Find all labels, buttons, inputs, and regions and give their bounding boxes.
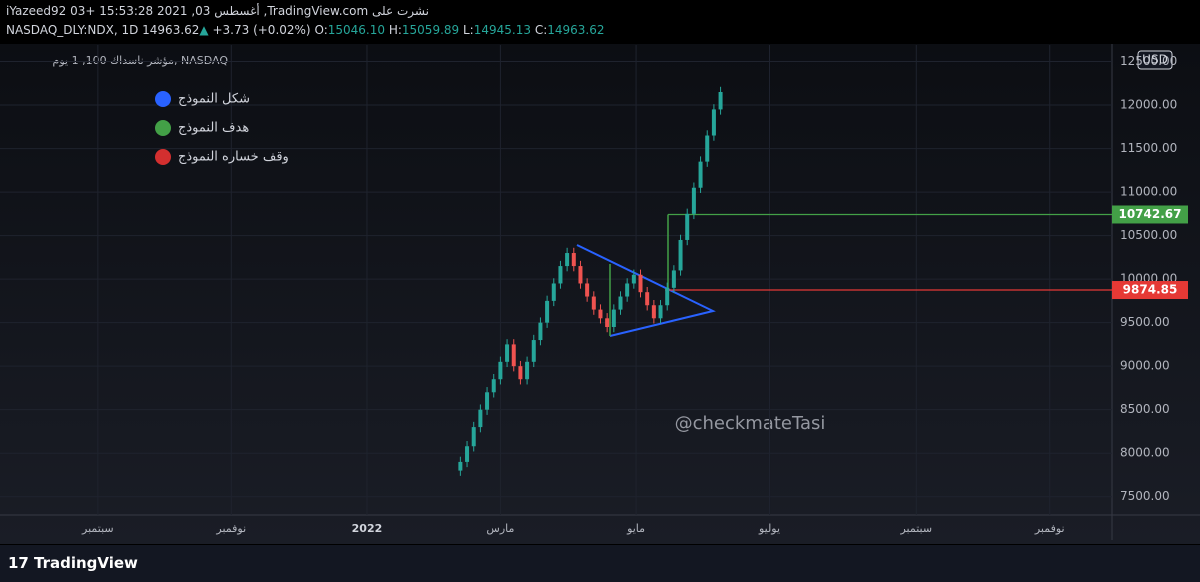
x-tick-label: 2022: [352, 522, 383, 535]
chart-title: مؤشر ناسداك 100, 1 يوم, NASDAQ: [53, 54, 229, 67]
close: 14963.62: [547, 23, 605, 37]
level-badge: [1112, 205, 1188, 224]
candle-body: [618, 296, 623, 310]
publish-line: iYazeed92 03+ 15:53:28 2021 ,03 أغسطس ,T…: [6, 4, 429, 18]
y-tick-label: 7500.00: [1120, 489, 1170, 503]
footer: 17 TradingView: [0, 545, 1200, 582]
y-tick-label: 12000.00: [1120, 98, 1177, 112]
candle-body: [458, 461, 463, 471]
header: iYazeed92 03+ 15:53:28 2021 ,03 أغسطس ,T…: [0, 0, 1200, 44]
candle-body: [705, 135, 710, 162]
candle-body: [638, 274, 643, 293]
x-tick-label: يوليو: [758, 522, 780, 535]
candle-body: [525, 361, 530, 380]
x-tick-label: نوفمبر: [1034, 522, 1065, 535]
legend-swatch: [155, 91, 171, 107]
candle-body: [538, 322, 543, 341]
x-tick-label: مارس: [486, 522, 514, 535]
triangle: [576, 244, 716, 337]
candle-body: [551, 283, 556, 301]
legend-label: هدف النموذج: [178, 121, 249, 136]
y-tick-label: 9500.00: [1120, 315, 1170, 329]
low: 14945.13: [473, 23, 531, 37]
x-tick-label: سبتمبر: [81, 522, 114, 535]
o-label: O:: [314, 23, 328, 37]
candle-body: [505, 344, 510, 362]
candle-body: [585, 283, 590, 297]
candle-body: [478, 409, 483, 428]
candle-body: [571, 253, 576, 267]
y-tick-label: 11000.00: [1120, 185, 1177, 199]
candle-body: [631, 274, 636, 284]
candle-body: [651, 305, 656, 319]
y-tick-label: 9000.00: [1120, 359, 1170, 373]
pattern-drawing: [576, 244, 716, 337]
candle-body: [511, 344, 516, 367]
change: +3.73 (+0.02%): [212, 23, 311, 37]
y-tick-label: 8000.00: [1120, 446, 1170, 460]
candle-body: [605, 318, 610, 327]
candle-body: [698, 161, 703, 188]
candle-body: [685, 213, 690, 240]
candle-body: [578, 266, 583, 284]
arrow: ▲: [199, 23, 209, 37]
y-tick-label: 10500.00: [1120, 228, 1177, 242]
logo-mark: 17: [8, 554, 29, 572]
level-badge: [1112, 281, 1188, 300]
open: 15046.10: [327, 23, 385, 37]
candle-body: [691, 187, 696, 214]
candle-body: [678, 239, 683, 271]
symbol: NASDAQ_DLY:NDX, 1D: [6, 23, 139, 37]
brand: TradingView: [34, 554, 138, 572]
legend-swatch: [155, 149, 171, 165]
level-label: 9874.85: [1123, 283, 1178, 297]
y-tick-label: 8500.00: [1120, 402, 1170, 416]
legend-label: وقف خساره النموذج: [178, 150, 289, 165]
currency: USD: [1142, 53, 1168, 67]
x-tick-label: نوفمبر: [215, 522, 246, 535]
legend-label: شكل النموذج: [178, 92, 250, 107]
candle-body: [711, 109, 716, 136]
ohlc-line: NASDAQ_DLY:NDX, 1D 14963.62▲ +3.73 (+0.0…: [6, 23, 605, 37]
last: 14963.62: [142, 23, 200, 37]
level-label: 10742.67: [1118, 207, 1181, 221]
y-tick-label: 12500.00: [1120, 54, 1177, 68]
chart: مؤشر ناسداك 100, 1 يوم, NASDAQ @checkmat…: [0, 44, 1200, 544]
candle-body: [645, 292, 650, 306]
candle-body: [665, 287, 670, 306]
candle-body: [531, 340, 536, 362]
background: [0, 44, 1200, 544]
candle-body: [485, 392, 490, 410]
candle-body: [471, 427, 476, 447]
h-label: H:: [388, 23, 402, 37]
candle-body: [558, 266, 563, 284]
candle-body: [611, 309, 616, 327]
high: 15059.89: [401, 23, 460, 37]
l-label: L:: [463, 23, 474, 37]
currency-box: [1137, 50, 1173, 70]
candle-body: [671, 270, 676, 288]
x-tick-label: سبتمبر: [899, 522, 932, 535]
candle-body: [545, 300, 550, 323]
candle-body: [598, 309, 603, 319]
c-label: C:: [534, 23, 548, 37]
x-tick-label: مايو: [626, 522, 645, 535]
candle-body: [718, 92, 723, 110]
watermark: @checkmateTasi: [675, 413, 826, 434]
candle-body: [465, 446, 470, 462]
candle-body: [498, 361, 503, 380]
candle-body: [491, 379, 496, 393]
y-tick-label: 11500.00: [1120, 141, 1177, 155]
legend-swatch: [155, 120, 171, 136]
candle-body: [658, 305, 663, 319]
candle-body: [565, 253, 570, 267]
candle-body: [591, 296, 596, 310]
candle-body: [625, 283, 630, 297]
candle-body: [518, 366, 523, 380]
